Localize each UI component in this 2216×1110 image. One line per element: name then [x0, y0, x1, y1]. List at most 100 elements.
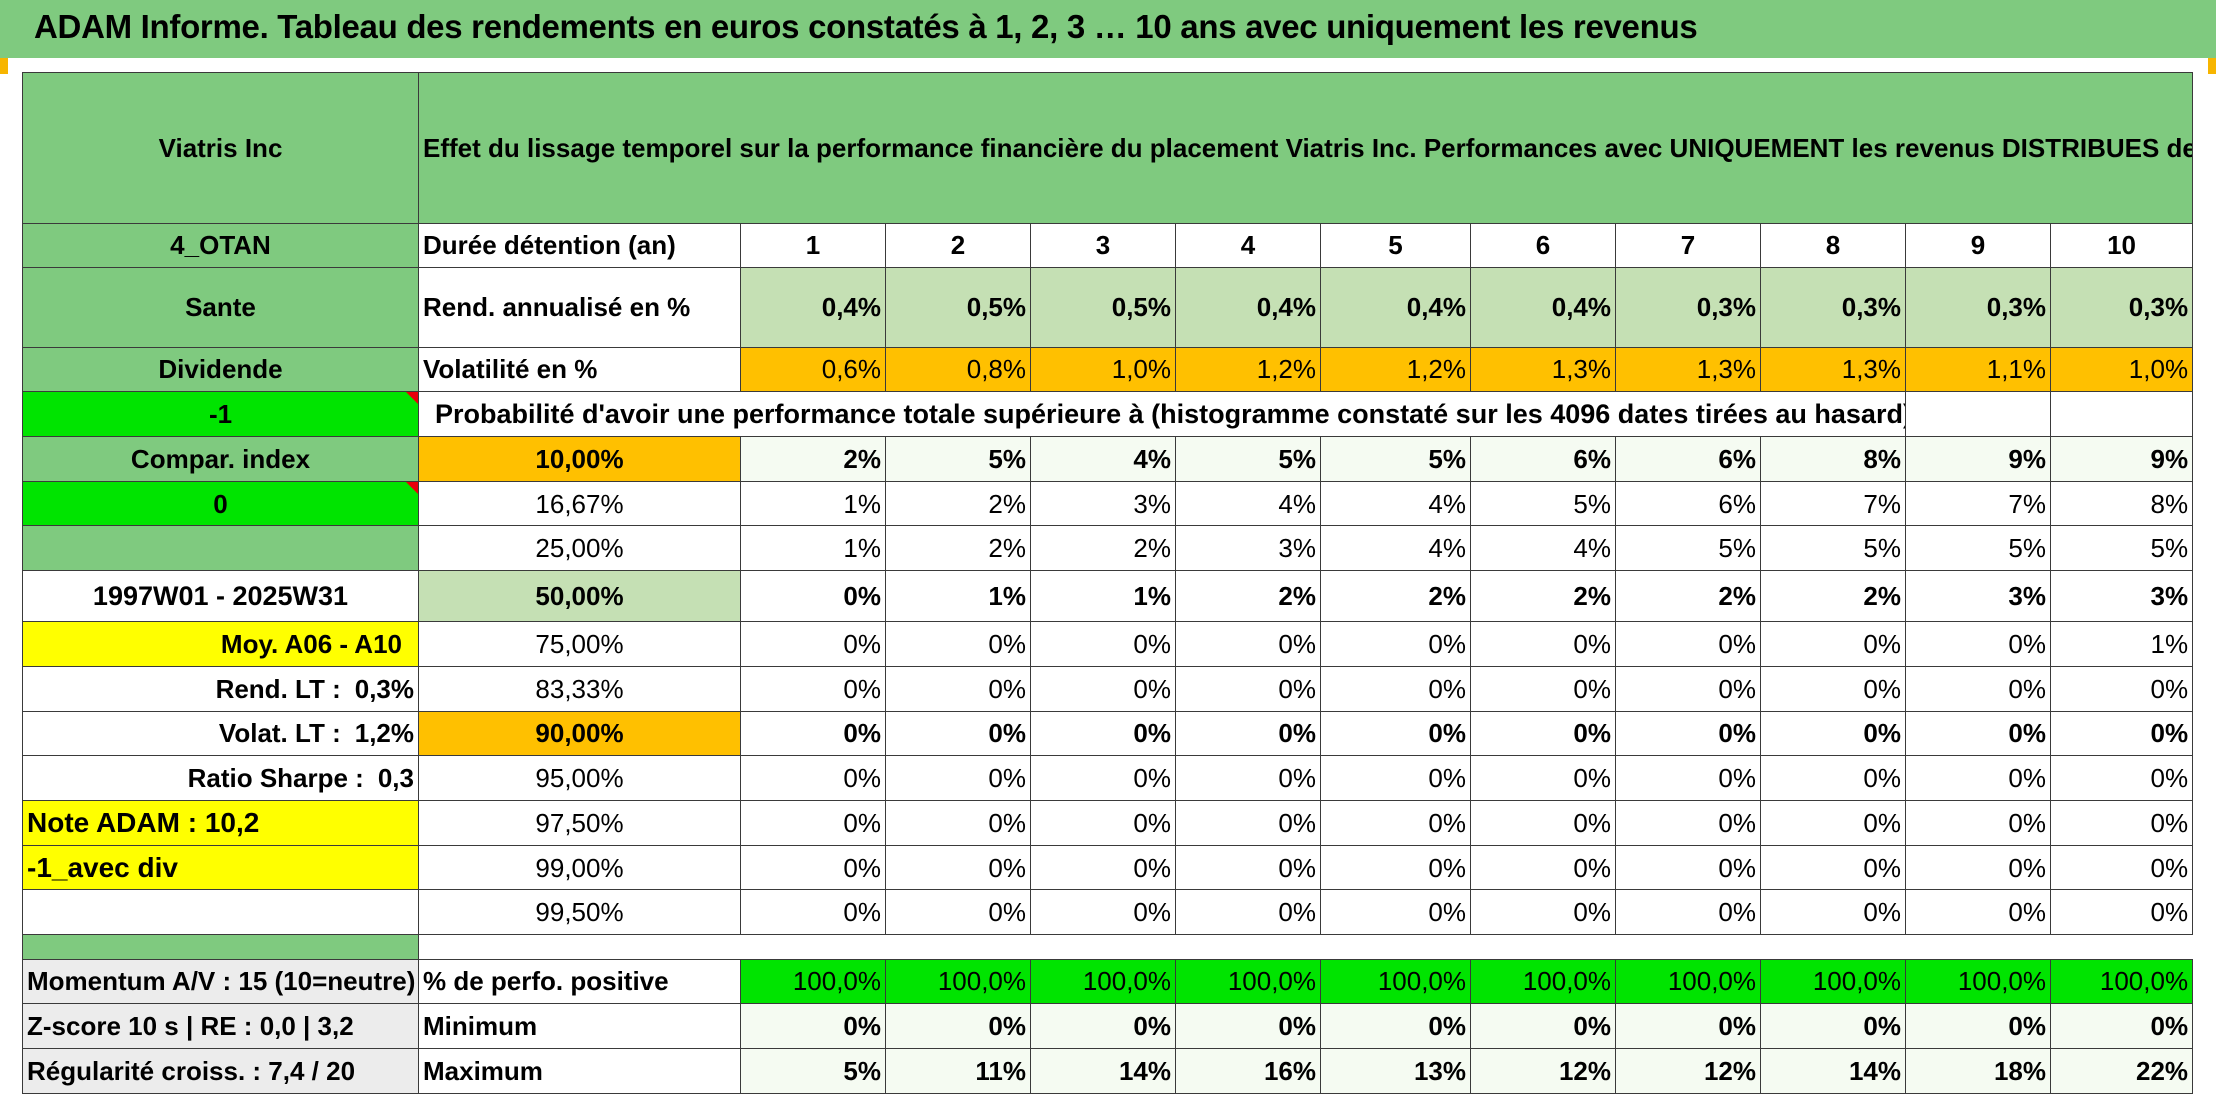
- probability-value: 0%: [1615, 621, 1761, 667]
- positive-value: 100,0%: [1030, 958, 1176, 1005]
- year-header: 8: [1760, 222, 1906, 269]
- type-label: Dividende: [22, 346, 419, 393]
- volatilite-value: 1,0%: [1030, 346, 1176, 393]
- probability-value: 5%: [1615, 525, 1761, 572]
- volat-lt-cell: Volat. LT : 1,2%: [22, 710, 419, 757]
- maximum-value: 18%: [1905, 1048, 2051, 1094]
- minimum-side-label: Z-score 10 s | RE : 0,0 | 3,2: [22, 1003, 419, 1050]
- probability-value: 5%: [2049, 525, 2194, 572]
- probability-value: 0%: [1175, 844, 1321, 891]
- param-1-cell[interactable]: -1: [22, 391, 419, 438]
- corner-marker: [0, 58, 8, 74]
- probability-value: 5%: [1760, 525, 1906, 572]
- probability-value: 0%: [1615, 844, 1761, 891]
- report-title: ADAM Informe. Tableau des rendements en …: [34, 8, 1698, 45]
- minimum-label: Minimum: [418, 1003, 741, 1050]
- probability-value: 0%: [1905, 665, 2051, 712]
- threshold-value: 90,00%: [418, 710, 741, 757]
- probability-value: 0%: [1470, 621, 1616, 667]
- probability-value: 0%: [1905, 844, 2051, 891]
- maximum-value: 22%: [2049, 1048, 2194, 1094]
- probability-value: 0%: [1030, 710, 1176, 757]
- minimum-value: 0%: [2049, 1003, 2194, 1050]
- probability-value: 0%: [1175, 755, 1321, 801]
- table-row-probability: 1997W01 - 2025W31 50,00% 0% 1% 1% 2% 2% 2% 2% 2% 3…: [22, 570, 2194, 623]
- maximum-value: 11%: [885, 1048, 1031, 1094]
- probability-value: 0%: [2049, 755, 2194, 801]
- volatilite-value: 1,3%: [1760, 346, 1906, 393]
- probability-value: 0%: [1470, 710, 1616, 757]
- performance-table: Viatris Inc Effet du lissage temporel su…: [22, 72, 2194, 1094]
- volatilite-value: 1,3%: [1615, 346, 1761, 393]
- probability-value: 0%: [1470, 800, 1616, 846]
- probability-value: 0%: [885, 755, 1031, 801]
- probability-value: 8%: [2049, 480, 2194, 527]
- probability-value: 3%: [2049, 570, 2194, 623]
- probability-value: 0%: [1175, 889, 1321, 936]
- probability-value: 0%: [1905, 755, 2051, 801]
- minimum-value: 0%: [740, 1003, 886, 1050]
- volatilite-value: 1,2%: [1175, 346, 1321, 393]
- probability-value: 5%: [1175, 436, 1321, 482]
- probability-value: 5%: [1470, 480, 1616, 527]
- threshold-value: 95,00%: [418, 755, 741, 801]
- table-row-probability: 99,50% 0% 0% 0% 0% 0% 0% 0% 0% 0% 0%: [22, 889, 2194, 936]
- probability-value: 0%: [1030, 665, 1176, 712]
- positive-value: 100,0%: [2049, 958, 2194, 1005]
- table-row-header: Viatris Inc Effet du lissage temporel su…: [22, 72, 2194, 224]
- table-row-probability: Ratio Sharpe :0,3 95,00% 0% 0% 0% 0% 0% 0% 0% 0% 0…: [22, 755, 2194, 801]
- table-row-probability: 25,00% 1% 2% 2% 3% 4% 4% 5% 5% 5% 5%: [22, 525, 2194, 572]
- positive-side-label: Momentum A/V : 15 (10=neutre): [22, 958, 419, 1005]
- probability-value: 0%: [740, 570, 886, 623]
- maximum-value: 14%: [1030, 1048, 1176, 1094]
- threshold-value: 97,50%: [418, 800, 741, 846]
- probability-value: 0%: [1175, 710, 1321, 757]
- positive-value: 100,0%: [1615, 958, 1761, 1005]
- empty-cell: [22, 889, 419, 936]
- probability-value: 0%: [1175, 621, 1321, 667]
- table-description: Effet du lissage temporel sur la perform…: [417, 72, 2194, 224]
- duree-label: Durée détention (an): [418, 222, 741, 269]
- probability-value: 0%: [1760, 621, 1906, 667]
- probability-value: 0%: [1470, 844, 1616, 891]
- table-row-duree: 4_OTAN Durée détention (an) 1 2 3 4 5 6 …: [22, 222, 2194, 269]
- probability-value: 0%: [740, 755, 886, 801]
- probability-value: 0%: [1320, 621, 1471, 667]
- probability-value: 5%: [1905, 525, 2051, 572]
- volatilite-value: 1,0%: [2049, 346, 2194, 393]
- threshold-value: 83,33%: [418, 665, 741, 712]
- table-row-spacer: [22, 934, 2193, 960]
- probability-value: 6%: [1470, 436, 1616, 482]
- rend-lt-label: Rend. LT :: [215, 673, 341, 704]
- table-row-probability: Rend. LT :0,3% 83,33% 0% 0% 0% 0% 0% 0% 0% 0% 0% 0%: [22, 665, 2194, 712]
- year-header: 2: [885, 222, 1031, 269]
- threshold-value: 99,50%: [418, 889, 741, 936]
- probability-value: 0%: [740, 621, 886, 667]
- probability-value: 4%: [1320, 525, 1471, 572]
- year-header: 4: [1175, 222, 1321, 269]
- positive-value: 100,0%: [1905, 958, 2051, 1005]
- probability-value: 0%: [1760, 710, 1906, 757]
- year-header: 9: [1905, 222, 2051, 269]
- probability-value: 2%: [885, 525, 1031, 572]
- probability-value: 1%: [740, 480, 886, 527]
- probability-value: 0%: [1030, 621, 1176, 667]
- probability-value: 8%: [1760, 436, 1906, 482]
- probability-value: 0%: [2049, 800, 2194, 846]
- probability-value: 2%: [1030, 525, 1176, 572]
- minimum-value: 0%: [1320, 1003, 1471, 1050]
- table-row-volatilite: Dividende Volatilité en % 0,6% 0,8% 1,0%…: [22, 346, 2194, 393]
- probability-value: 9%: [2049, 436, 2194, 482]
- probability-value: 0%: [1905, 889, 2051, 936]
- volatilite-value: 0,8%: [885, 346, 1031, 393]
- probability-value: 0%: [1470, 665, 1616, 712]
- param-2-cell[interactable]: 0: [22, 480, 419, 527]
- positive-label: % de perfo. positive: [418, 958, 741, 1005]
- maximum-label: Maximum: [418, 1048, 741, 1094]
- probability-value: 2%: [885, 480, 1031, 527]
- rend-lt-cell: Rend. LT : 0,3%: [22, 665, 419, 712]
- compar-index-label: Compar. index: [22, 436, 419, 482]
- probability-value: 1%: [2049, 621, 2194, 667]
- probability-value: 0%: [1905, 710, 2051, 757]
- note-adam: Note ADAM : 10,2: [22, 800, 419, 846]
